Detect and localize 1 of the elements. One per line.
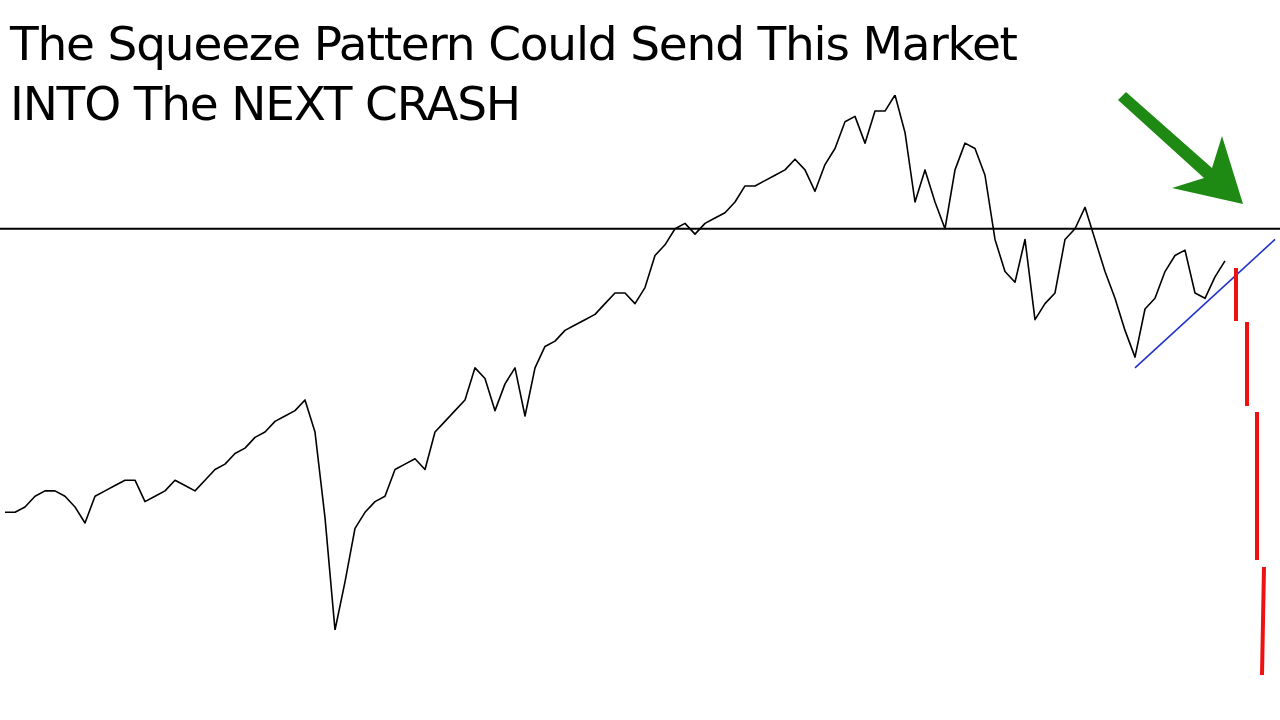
- chart-title: The Squeeze Pattern Could Send This Market INTO The NEXT CRASH: [10, 15, 1018, 133]
